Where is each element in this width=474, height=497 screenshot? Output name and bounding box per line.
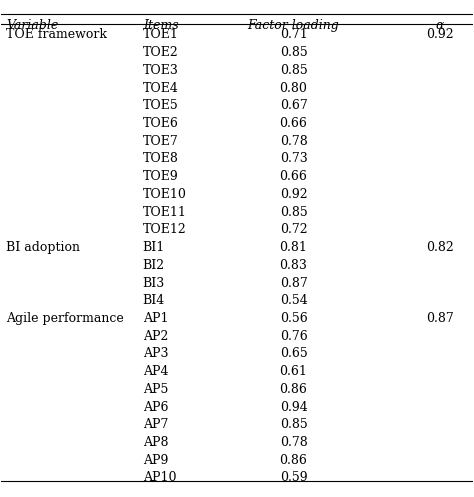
- Text: TOE10: TOE10: [143, 188, 187, 201]
- Text: AP10: AP10: [143, 471, 176, 485]
- Text: TOE2: TOE2: [143, 46, 179, 59]
- Text: 0.76: 0.76: [280, 330, 308, 342]
- Text: 0.61: 0.61: [280, 365, 308, 378]
- Text: 0.85: 0.85: [280, 46, 308, 59]
- Text: BI3: BI3: [143, 276, 165, 289]
- Text: AP4: AP4: [143, 365, 168, 378]
- Text: TOE9: TOE9: [143, 170, 179, 183]
- Text: AP9: AP9: [143, 454, 168, 467]
- Text: AP2: AP2: [143, 330, 168, 342]
- Text: 0.78: 0.78: [280, 135, 308, 148]
- Text: 0.85: 0.85: [280, 418, 308, 431]
- Text: BI4: BI4: [143, 294, 165, 307]
- Text: 0.72: 0.72: [280, 223, 307, 237]
- Text: 0.66: 0.66: [280, 170, 308, 183]
- Text: BI adoption: BI adoption: [6, 241, 80, 254]
- Text: 0.66: 0.66: [280, 117, 308, 130]
- Text: 0.85: 0.85: [280, 206, 308, 219]
- Text: 0.67: 0.67: [280, 99, 308, 112]
- Text: TOE7: TOE7: [143, 135, 179, 148]
- Text: 0.73: 0.73: [280, 153, 308, 166]
- Text: 0.59: 0.59: [280, 471, 307, 485]
- Text: Variable: Variable: [6, 19, 58, 32]
- Text: AP7: AP7: [143, 418, 168, 431]
- Text: Factor loading: Factor loading: [248, 19, 339, 32]
- Text: 0.86: 0.86: [280, 454, 308, 467]
- Text: TOE11: TOE11: [143, 206, 187, 219]
- Text: Agile performance: Agile performance: [6, 312, 124, 325]
- Text: TOE5: TOE5: [143, 99, 179, 112]
- Text: 0.82: 0.82: [426, 241, 454, 254]
- Text: 0.83: 0.83: [280, 259, 308, 272]
- Text: Items: Items: [143, 19, 178, 32]
- Text: TOE4: TOE4: [143, 82, 179, 94]
- Text: BI1: BI1: [143, 241, 165, 254]
- Text: TOE8: TOE8: [143, 153, 179, 166]
- Text: 0.87: 0.87: [426, 312, 454, 325]
- Text: 0.56: 0.56: [280, 312, 308, 325]
- Text: AP1: AP1: [143, 312, 168, 325]
- Text: 0.92: 0.92: [426, 28, 454, 41]
- Text: 0.71: 0.71: [280, 28, 308, 41]
- Text: 0.92: 0.92: [280, 188, 307, 201]
- Text: TOE framework: TOE framework: [6, 28, 107, 41]
- Text: AP6: AP6: [143, 401, 168, 414]
- Text: TOE1: TOE1: [143, 28, 179, 41]
- Text: TOE6: TOE6: [143, 117, 179, 130]
- Text: 0.80: 0.80: [280, 82, 308, 94]
- Text: 0.65: 0.65: [280, 347, 308, 360]
- Text: BI2: BI2: [143, 259, 165, 272]
- Text: 0.87: 0.87: [280, 276, 308, 289]
- Text: 0.78: 0.78: [280, 436, 308, 449]
- Text: 0.54: 0.54: [280, 294, 308, 307]
- Text: 0.81: 0.81: [280, 241, 308, 254]
- Text: TOE12: TOE12: [143, 223, 186, 237]
- Text: AP8: AP8: [143, 436, 168, 449]
- Text: α: α: [436, 19, 444, 32]
- Text: TOE3: TOE3: [143, 64, 179, 77]
- Text: 0.85: 0.85: [280, 64, 308, 77]
- Text: AP5: AP5: [143, 383, 168, 396]
- Text: 0.86: 0.86: [280, 383, 308, 396]
- Text: AP3: AP3: [143, 347, 168, 360]
- Text: 0.94: 0.94: [280, 401, 308, 414]
